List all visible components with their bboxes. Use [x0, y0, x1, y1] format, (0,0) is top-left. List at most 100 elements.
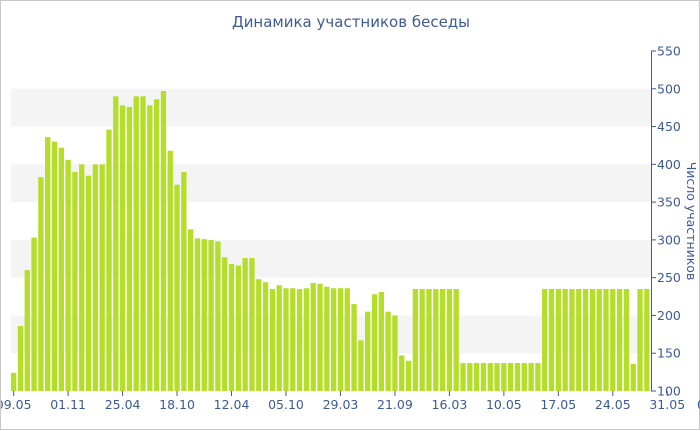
bar	[331, 288, 337, 391]
bar	[569, 289, 575, 391]
bar	[24, 270, 30, 391]
bar	[85, 175, 92, 391]
bar	[473, 363, 480, 391]
bar	[310, 282, 316, 391]
bar	[480, 363, 487, 391]
bar	[45, 137, 51, 391]
bar	[11, 372, 17, 391]
bar	[439, 289, 446, 391]
bar	[337, 288, 344, 391]
bar	[262, 282, 269, 391]
bar	[160, 91, 167, 392]
bar	[487, 363, 493, 391]
y-tick-label: 450	[657, 119, 681, 134]
bar	[256, 279, 262, 391]
x-tick-label: 17.05	[540, 397, 576, 412]
bar	[58, 147, 64, 391]
bar	[208, 239, 214, 391]
bar	[419, 289, 425, 391]
x-ticks: 09.05 01.11 25.04 18.10 12.04 05.10 29.03 21.09…	[1, 391, 700, 412]
bar	[344, 288, 350, 391]
y-tick-label: 200	[657, 308, 681, 323]
bar	[72, 171, 78, 391]
bar	[385, 311, 391, 391]
bar	[365, 311, 371, 391]
y-tick-label: 100	[657, 384, 681, 399]
bar	[596, 289, 602, 391]
bar	[133, 96, 139, 391]
x-tick-label: 29.03	[323, 397, 359, 412]
y-ticks: 100 150 200 250 300 350 400 450 500 550	[651, 44, 681, 399]
bar	[589, 289, 596, 391]
bar	[126, 106, 133, 392]
bar	[167, 150, 173, 391]
y-tick-label: 350	[657, 195, 681, 210]
x-tick-label: 12.04	[214, 397, 250, 412]
bar	[38, 177, 44, 391]
y-tick-label: 500	[657, 81, 681, 96]
bar	[610, 289, 616, 391]
bar	[562, 289, 568, 391]
x-tick-label: 10.05	[486, 397, 522, 412]
y-axis-label: Число участников	[684, 162, 699, 281]
bar	[399, 355, 405, 391]
x-tick-label: 24.05	[595, 397, 631, 412]
bar	[405, 360, 412, 391]
bar	[324, 286, 330, 391]
bar	[528, 363, 534, 391]
x-tick-label: 25.04	[105, 397, 141, 412]
bar	[555, 289, 561, 391]
bar	[79, 164, 85, 391]
bar	[616, 289, 623, 391]
bar	[228, 264, 235, 391]
chart-title: Динамика участников беседы	[231, 13, 471, 31]
bar	[92, 164, 99, 391]
bar	[494, 363, 500, 391]
bar	[358, 340, 364, 391]
x-tick-label: 21.09	[377, 397, 413, 412]
bar	[17, 326, 24, 391]
bar	[637, 289, 643, 391]
bar	[603, 289, 609, 391]
bar	[371, 294, 378, 391]
bar	[106, 129, 112, 392]
bar	[99, 164, 105, 391]
bar	[31, 237, 37, 391]
x-tick-label: 09.05	[1, 397, 32, 412]
bar	[412, 289, 419, 391]
bar	[181, 171, 187, 391]
bar	[446, 289, 453, 391]
bar	[644, 289, 650, 391]
x-tick-label: 05.10	[268, 397, 304, 412]
bar	[630, 363, 636, 391]
bar	[303, 288, 310, 391]
bar	[51, 141, 58, 391]
y-tick-label: 150	[657, 346, 681, 361]
x-tick-label: 18.10	[159, 397, 195, 412]
bar	[290, 288, 296, 391]
bar	[194, 238, 201, 391]
bar	[249, 258, 255, 391]
bar	[623, 289, 630, 391]
bar	[119, 105, 126, 392]
bar	[582, 289, 589, 391]
grid-band	[11, 88, 651, 127]
bar	[351, 304, 357, 391]
bar	[215, 241, 221, 391]
bar	[276, 285, 282, 391]
bar	[174, 184, 180, 391]
bar	[201, 239, 207, 391]
bar	[153, 99, 160, 391]
x-tick-label: 07.06	[697, 397, 700, 412]
bar	[317, 283, 323, 391]
bar	[147, 105, 153, 392]
bar	[283, 288, 289, 391]
bar	[113, 96, 119, 391]
bar	[548, 289, 555, 391]
x-tick-label: 01.11	[50, 397, 86, 412]
bar	[453, 289, 459, 391]
bar	[508, 363, 514, 391]
bar	[535, 363, 541, 391]
